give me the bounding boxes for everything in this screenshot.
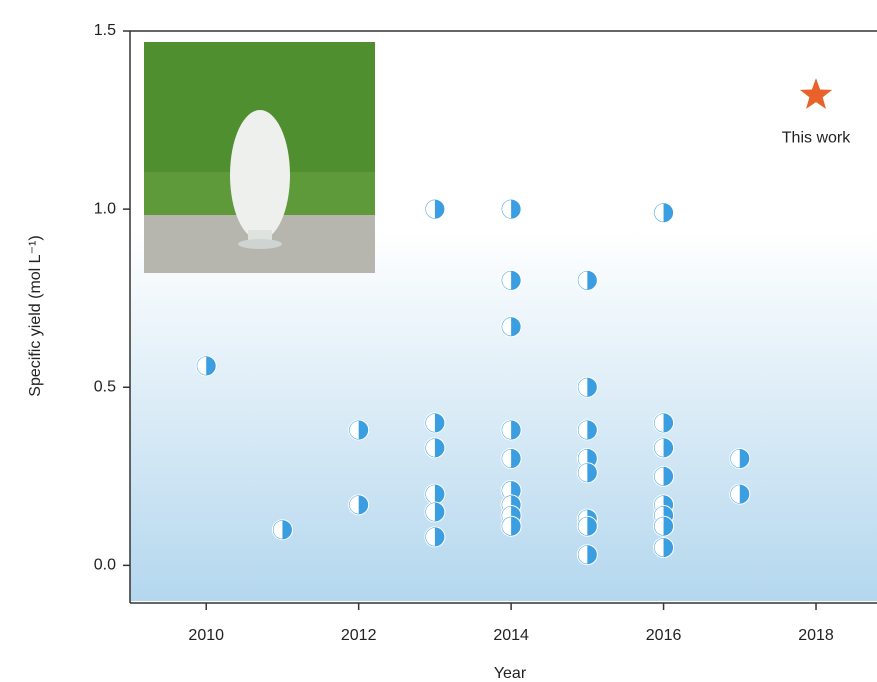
point-half: [654, 413, 664, 432]
data-point: [653, 412, 675, 434]
highlight-star: [799, 78, 833, 109]
point-half: [654, 203, 664, 222]
point-half: [425, 527, 435, 546]
data-point: [500, 316, 522, 338]
point-half: [502, 271, 512, 290]
point-half: [654, 438, 664, 457]
point-half: [578, 517, 588, 536]
point-half: [425, 200, 435, 219]
data-point: [500, 269, 522, 291]
point-half: [273, 520, 283, 539]
x-tick-label: 2012: [341, 627, 377, 644]
data-point: [195, 355, 217, 377]
data-point: [653, 202, 675, 224]
data-point: [576, 419, 598, 441]
x-tick-label: 2016: [646, 627, 682, 644]
point-half: [197, 356, 207, 375]
data-point: [576, 462, 598, 484]
data-point: [348, 419, 370, 441]
y-axis-title: Specific yield (mol L⁻¹): [27, 235, 44, 396]
point-half: [425, 413, 435, 432]
data-point: [729, 448, 751, 469]
point-half: [425, 502, 435, 521]
point-half: [578, 421, 588, 439]
point-half: [654, 538, 664, 557]
highlight-label: This work: [782, 129, 851, 146]
point-half: [578, 463, 588, 482]
x-tick-label: 2010: [188, 627, 224, 644]
data-point: [271, 519, 293, 541]
data-point: [424, 437, 446, 459]
photo-inset: [144, 42, 375, 273]
point-half: [502, 421, 512, 439]
x-tick-label: 2018: [798, 627, 834, 644]
data-point: [576, 376, 598, 398]
data-point: [653, 465, 675, 487]
data-point: [348, 494, 370, 516]
data-point: [424, 483, 446, 505]
x-tick-label: 2014: [493, 627, 529, 644]
point-half: [578, 378, 588, 397]
data-point: [500, 419, 522, 441]
point-half: [502, 449, 512, 468]
point-half: [730, 485, 740, 504]
data-point: [576, 515, 598, 537]
data-point: [424, 198, 446, 220]
data-point: [729, 483, 751, 505]
point-half: [578, 271, 588, 290]
data-point: [424, 501, 446, 523]
data-point: [576, 269, 598, 291]
data-point: [653, 537, 675, 559]
x-axis-title: Year: [494, 665, 527, 682]
data-point: [576, 544, 598, 566]
y-tick-label: 1.5: [94, 22, 116, 39]
point-half: [349, 495, 359, 514]
point-half: [502, 317, 512, 336]
data-point: [653, 437, 675, 459]
point-half: [349, 421, 359, 439]
data-point: [424, 526, 446, 548]
point-half: [654, 467, 664, 486]
data-point: [424, 412, 446, 434]
data-point: [500, 448, 522, 469]
data-point: [500, 198, 522, 220]
point-half: [730, 449, 740, 468]
point-half: [425, 485, 435, 504]
point-half: [502, 200, 512, 219]
y-tick-label: 1.0: [94, 200, 116, 217]
point-half: [502, 517, 512, 536]
point-half: [578, 545, 588, 564]
point-half: [425, 438, 435, 457]
point-half: [654, 517, 664, 536]
data-point: [653, 515, 675, 537]
data-point: [500, 515, 522, 537]
y-tick-label: 0.0: [94, 557, 116, 574]
y-tick-label: 0.5: [94, 378, 116, 395]
